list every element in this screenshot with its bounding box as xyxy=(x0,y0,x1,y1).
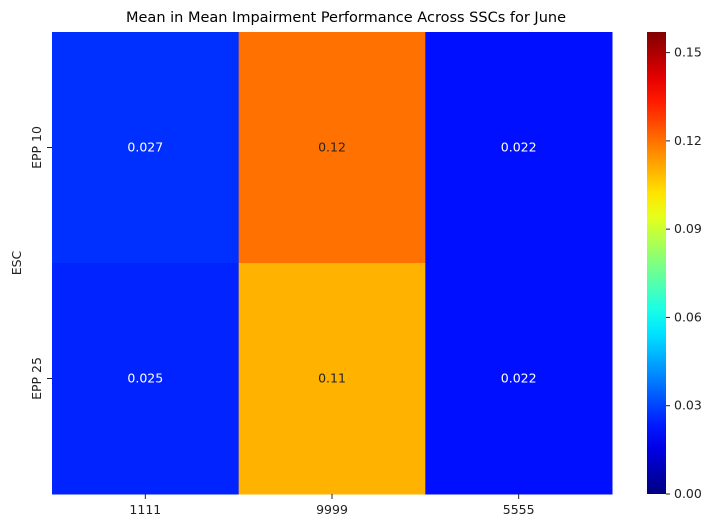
heatmap-cell xyxy=(238,32,426,264)
colorbar-tick-label: 0.03 xyxy=(674,398,702,413)
heatmap-cells xyxy=(52,32,613,495)
colorbar-tick-label: 0.09 xyxy=(674,221,702,236)
colorbar-tick-label: 0.15 xyxy=(674,45,702,60)
y-tick-label: EPP 25 xyxy=(29,357,44,400)
cell-value-label: 0.025 xyxy=(127,371,163,386)
chart-title: Mean in Mean Impairment Performance Acro… xyxy=(126,10,566,26)
y-axis-label: ESC xyxy=(9,250,24,275)
cell-value-label: 0.022 xyxy=(501,371,537,386)
colorbar-tick-label: 0.06 xyxy=(674,309,702,324)
cell-value-label: 0.022 xyxy=(501,140,537,155)
x-axis: 1111 9999 5555 xyxy=(129,494,535,517)
cell-value-label: 0.027 xyxy=(127,140,163,155)
heatmap-cell xyxy=(425,263,613,495)
x-tick-label: 9999 xyxy=(316,502,348,517)
heatmap-cell xyxy=(238,263,426,495)
heatmap-cell xyxy=(52,263,240,495)
cell-value-label: 0.12 xyxy=(318,140,346,155)
cell-value-label: 0.11 xyxy=(318,371,346,386)
x-tick-label: 1111 xyxy=(129,502,161,517)
colorbar-tick-label: 0.12 xyxy=(674,133,702,148)
colorbar: 0.00 0.03 0.06 0.09 0.12 0.15 xyxy=(647,32,702,501)
y-tick-label: EPP 10 xyxy=(29,126,44,169)
heatmap-cell-labels: 0.027 0.12 0.022 0.025 0.11 0.022 xyxy=(127,140,536,386)
heatmap-cell xyxy=(52,32,240,264)
x-tick-label: 5555 xyxy=(503,502,535,517)
heatmap-cell xyxy=(425,32,613,264)
y-axis: EPP 10 EPP 25 xyxy=(29,126,52,400)
colorbar-gradient xyxy=(647,32,666,494)
colorbar-tick-label: 0.00 xyxy=(674,486,702,501)
